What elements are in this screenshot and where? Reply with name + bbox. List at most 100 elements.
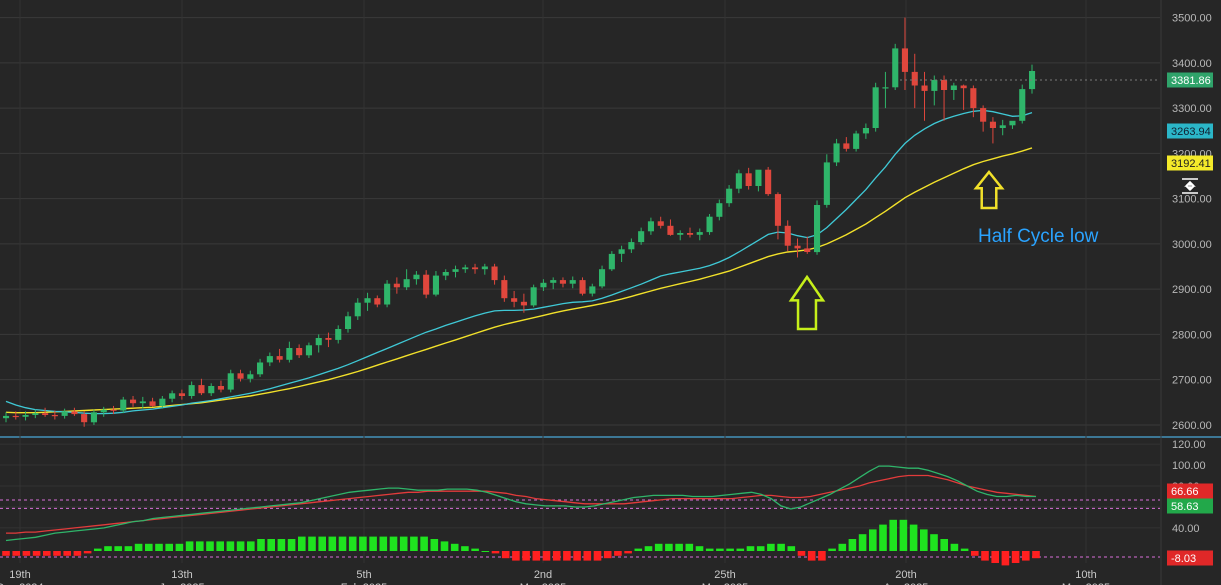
histogram-bar xyxy=(695,546,704,551)
histogram-bar xyxy=(634,548,643,551)
time-subtick-label: Dec 2024 xyxy=(0,582,44,585)
candle-body xyxy=(335,329,342,340)
candle-body xyxy=(276,356,283,360)
candle-body xyxy=(130,399,137,404)
histogram-bar xyxy=(379,536,388,551)
half-cycle-low-arrow xyxy=(973,170,1005,210)
candle-body xyxy=(247,374,254,379)
candles xyxy=(3,17,1036,427)
candle-body xyxy=(22,415,29,417)
candle-body xyxy=(814,205,821,253)
candle-body xyxy=(794,245,801,249)
candle-body xyxy=(51,415,58,417)
candle-body xyxy=(198,385,205,394)
time-tick-label: 20th xyxy=(895,569,916,581)
candle-body xyxy=(862,128,869,134)
histogram-bar xyxy=(614,551,622,556)
osc-fast-tag xyxy=(1167,483,1213,499)
histogram-bar xyxy=(298,536,306,551)
histogram-bar xyxy=(716,548,724,551)
histogram-bar xyxy=(787,546,796,551)
candle-body xyxy=(941,80,948,90)
histogram-bar xyxy=(145,543,153,551)
price-axis[interactable]: 3500.003400.003300.003200.003100.003000.… xyxy=(1172,13,1212,535)
histogram-bar xyxy=(359,536,367,551)
osc-slow-tag-text: 58.63 xyxy=(1171,501,1199,513)
histogram-bar xyxy=(532,551,541,561)
histogram-bar xyxy=(277,539,286,551)
histogram-bar xyxy=(236,541,245,551)
price-tick-label: 2600.00 xyxy=(1172,420,1212,432)
histogram-bar xyxy=(1022,551,1030,561)
histogram-bar xyxy=(767,543,775,551)
candle-body xyxy=(784,225,791,246)
candle-body xyxy=(657,221,664,226)
candle-body xyxy=(559,280,566,284)
candle-body xyxy=(647,221,654,232)
candle-body xyxy=(481,266,488,270)
price-tags: 3381.86 3263.94 3192.41 66.66 58.63 -8.03 xyxy=(900,72,1213,566)
candle-body xyxy=(169,393,176,399)
histogram-bar xyxy=(960,548,969,551)
candle-body xyxy=(227,373,234,390)
candle-body xyxy=(872,87,879,128)
slow-ma-tag-text: 3192.41 xyxy=(1171,158,1211,170)
histogram-bar xyxy=(930,534,938,551)
histogram-bar xyxy=(624,551,632,554)
histogram-bar xyxy=(838,543,847,551)
osc-slow-tag xyxy=(1167,498,1213,514)
candle-body xyxy=(882,87,889,89)
price-tick-label: 2700.00 xyxy=(1172,375,1212,387)
histogram-bar xyxy=(420,536,428,551)
histogram-bar xyxy=(593,551,602,561)
candle-body xyxy=(716,203,723,217)
candle-body xyxy=(354,302,361,317)
candle-body xyxy=(296,348,303,356)
candle-body xyxy=(628,242,635,250)
candle-body xyxy=(921,85,928,91)
candle-body xyxy=(520,301,527,306)
histogram-last-tag-text: -8.03 xyxy=(1171,553,1196,565)
candle-body xyxy=(843,143,850,149)
vertical-grid xyxy=(19,0,1087,563)
fast-moving-average xyxy=(5,109,1033,415)
histogram-bar xyxy=(369,536,377,551)
candle-body xyxy=(42,413,49,415)
time-tick-label: 13th xyxy=(171,569,192,581)
histogram-bar xyxy=(83,551,92,554)
candle-body xyxy=(139,401,146,404)
candle-body xyxy=(325,338,332,340)
candle-body xyxy=(687,233,694,235)
histogram-bar xyxy=(756,546,765,551)
candle-body xyxy=(364,298,371,303)
time-subtick-label: May 2025 xyxy=(1062,582,1110,585)
candle-body xyxy=(3,415,10,419)
candle-body xyxy=(149,401,156,406)
fast-ma-tag xyxy=(1167,123,1213,139)
axis-scale-icon[interactable] xyxy=(1177,177,1203,195)
candle-body xyxy=(511,298,518,302)
histogram-bar xyxy=(665,543,673,551)
histogram-bar xyxy=(196,541,204,551)
histogram-bar xyxy=(2,551,10,556)
histogram-bar xyxy=(328,536,337,551)
candle-body xyxy=(774,194,781,226)
time-subtick-label: Mar 2025 xyxy=(520,582,566,585)
candle-body xyxy=(696,232,703,235)
histogram-bar xyxy=(471,548,479,551)
last-price-tag-text: 3381.86 xyxy=(1171,75,1211,87)
time-subtick-label: Apr 2025 xyxy=(884,582,929,585)
candle-body xyxy=(286,348,293,360)
candle-body xyxy=(901,48,908,72)
price-tick-label: 2800.00 xyxy=(1172,329,1212,341)
candle-body xyxy=(569,280,576,284)
candle-body xyxy=(989,121,996,128)
time-axis[interactable]: 19thDec 202413thJan 20255thFeb 20252ndMa… xyxy=(0,569,1110,585)
oscillator-pane xyxy=(0,465,1160,542)
histogram-bar xyxy=(287,539,296,551)
histogram-bar xyxy=(583,551,592,561)
candle-body xyxy=(423,274,430,295)
